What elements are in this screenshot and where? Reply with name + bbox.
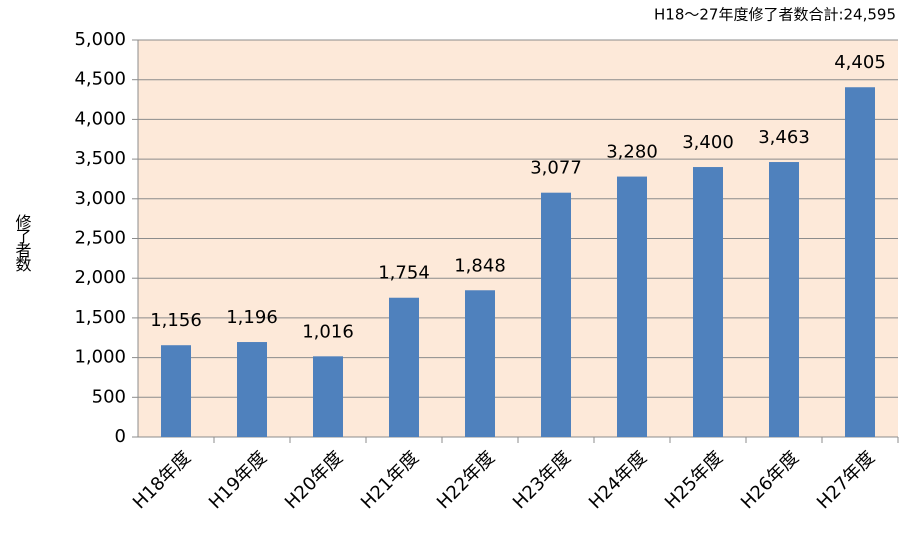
- value-label: 1,156: [150, 310, 202, 331]
- value-label: 3,463: [758, 127, 810, 148]
- bar: [541, 192, 571, 437]
- x-tick-label: H18年度: [129, 447, 195, 513]
- y-tick-label: 500: [92, 386, 126, 407]
- y-tick-label: 1,000: [74, 347, 126, 368]
- x-tick-label: H27年度: [813, 447, 879, 513]
- bar: [237, 342, 267, 437]
- y-tick-label: 4,500: [74, 69, 126, 90]
- bar: [161, 345, 191, 437]
- bar: [693, 167, 723, 438]
- value-label: 1,754: [378, 263, 430, 284]
- bar: [845, 87, 875, 438]
- value-label: 1,196: [226, 307, 278, 328]
- y-tick-label: 2,000: [74, 267, 126, 288]
- bar: [617, 176, 647, 437]
- value-label: 4,405: [834, 52, 886, 73]
- total-annotation: H18～27年度修了者数合計:24,595: [654, 6, 896, 24]
- y-tick-label: 1,500: [74, 307, 126, 328]
- x-tick-label: H19年度: [205, 447, 271, 513]
- value-label: 3,400: [682, 132, 734, 153]
- x-tick-label: H22年度: [433, 447, 499, 513]
- x-tick-label: H26年度: [737, 447, 803, 513]
- y-axis-label: 修了者数: [13, 214, 32, 272]
- x-tick-label: H24年度: [585, 447, 651, 513]
- y-tick-label: 4,000: [74, 108, 126, 129]
- value-label: 3,280: [606, 142, 658, 163]
- value-label: 1,848: [454, 255, 506, 276]
- x-tick-label: H21年度: [357, 447, 423, 513]
- bar: [769, 162, 799, 438]
- x-tick-label: H20年度: [281, 447, 347, 513]
- bar: [313, 356, 343, 437]
- y-tick-label: 5,000: [74, 29, 126, 50]
- x-tick-label: H25年度: [661, 447, 727, 513]
- y-tick-label: 3,000: [74, 188, 126, 209]
- value-label: 3,077: [530, 158, 582, 179]
- bar: [389, 297, 419, 437]
- value-label: 1,016: [302, 321, 354, 342]
- bar: [465, 290, 495, 437]
- x-tick-label: H23年度: [509, 447, 575, 513]
- y-tick-label: 0: [115, 426, 126, 447]
- y-tick-label: 3,500: [74, 148, 126, 169]
- y-tick-label: 2,500: [74, 228, 126, 249]
